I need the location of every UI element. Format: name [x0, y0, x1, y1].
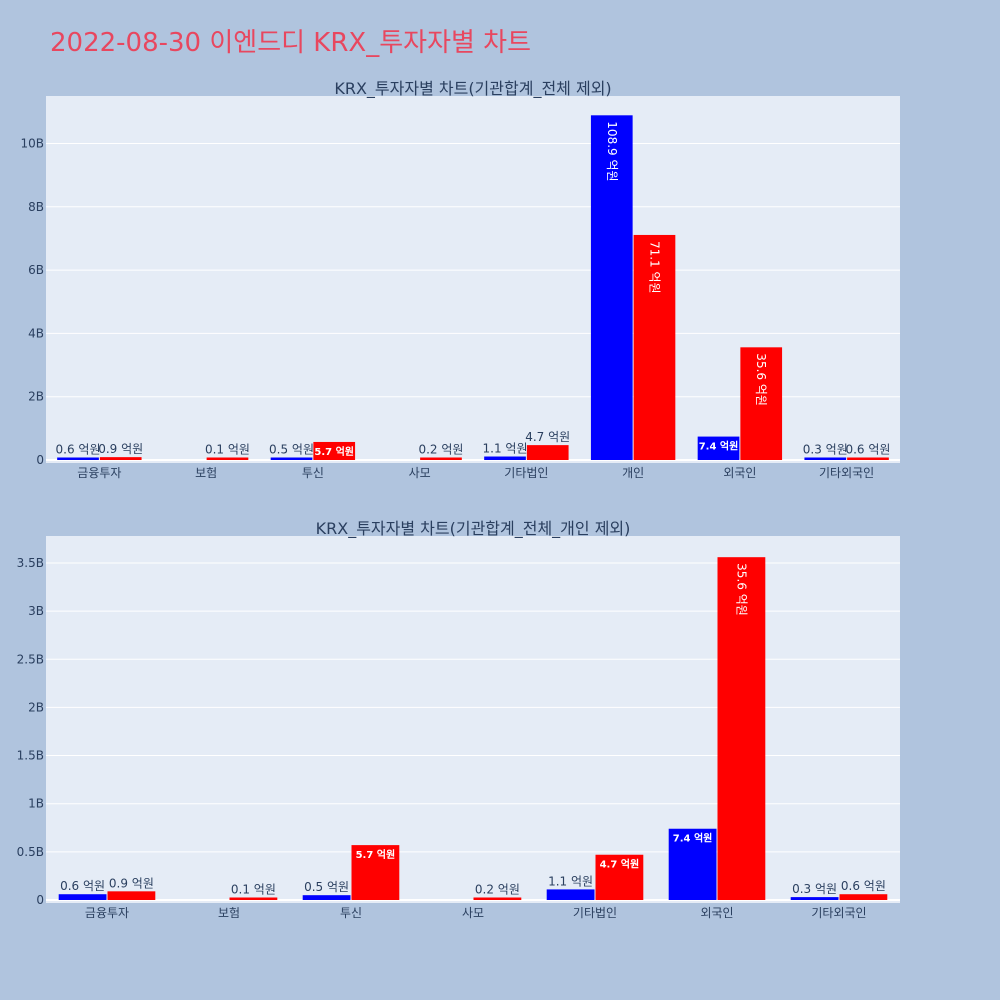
- data-label: 0.6 억원: [845, 443, 890, 457]
- x-tick-label: 기타법인: [573, 906, 617, 920]
- data-label: 0.2 억원: [418, 443, 463, 457]
- chart-1: 0 2B 4B 6B 8B 10B KRX_투자자별 차트(기관합계_전체 제외) 금융투자 0…: [20, 79, 900, 480]
- data-label: 71.1 억원: [647, 241, 661, 294]
- x-tick-label: 보험: [195, 466, 217, 480]
- x-tick-label: 외국인: [700, 906, 733, 920]
- data-label: 0.9 억원: [98, 442, 143, 456]
- bar: [546, 889, 595, 900]
- bar: [839, 894, 888, 900]
- y-tick-label: 1B: [28, 797, 44, 811]
- x-tick-label: 투신: [340, 906, 362, 920]
- data-label: 0.2 억원: [475, 883, 520, 897]
- x-tick-label: 개인: [622, 466, 644, 480]
- bar: [790, 897, 839, 900]
- bar: [302, 895, 351, 900]
- data-label: 5.7 억원: [314, 445, 354, 458]
- bar: [313, 441, 356, 460]
- bar: [484, 456, 526, 460]
- data-label: 7.4 억원: [699, 440, 739, 453]
- bar: [107, 891, 156, 900]
- bar: [526, 445, 569, 460]
- data-label: 108.9 억원: [605, 121, 619, 181]
- x-tick-label: 기타법인: [504, 466, 548, 480]
- x-tick-label: 기타외국인: [819, 466, 874, 480]
- y-tick-label: 2B: [28, 390, 44, 404]
- chart-title: KRX_투자자별 차트(기관합계_전체 제외): [334, 79, 611, 99]
- data-label: 0.5 억원: [304, 880, 349, 894]
- bar: [697, 436, 740, 460]
- x-tick-label: 사모: [462, 906, 484, 920]
- y-tick-label: 2B: [28, 700, 44, 714]
- data-label: 0.6 억원: [841, 879, 886, 893]
- y-tick-label: 6B: [28, 263, 44, 277]
- x-tick-label: 보험: [218, 906, 240, 920]
- bar: [206, 457, 249, 460]
- bar: [847, 457, 889, 460]
- chart-2: 0 0.5B 1B 1.5B 2B 2.5B 3B 3.5B KRX_투자자별 차트(기관합계_…: [17, 519, 900, 920]
- data-label: 7.4 억원: [673, 832, 713, 845]
- x-tick-label: 금융투자: [77, 466, 121, 480]
- bar: [590, 115, 633, 460]
- y-tick-label: 0: [36, 893, 44, 907]
- y-tick-label: 10B: [20, 136, 44, 150]
- data-label: 1.1 억원: [548, 874, 593, 888]
- data-label: 4.7 억원: [600, 858, 640, 871]
- data-label: 0.5 억원: [269, 443, 314, 457]
- data-label: 0.1 억원: [205, 443, 250, 457]
- data-label: 0.6 억원: [60, 879, 105, 893]
- data-label: 35.6 억원: [734, 563, 748, 616]
- bar: [270, 457, 313, 460]
- bar: [804, 457, 847, 460]
- y-tick-label: 1.5B: [17, 749, 44, 763]
- bar: [595, 854, 644, 900]
- bar: [229, 897, 278, 900]
- data-label: 0.9 억원: [109, 876, 154, 890]
- y-tick-label: 4B: [28, 326, 44, 340]
- y-tick-label: 2.5B: [17, 652, 44, 666]
- y-tick-label: 0: [36, 453, 44, 467]
- x-tick-label: 기타외국인: [811, 906, 866, 920]
- bar: [351, 845, 400, 900]
- bar: [740, 347, 783, 460]
- data-label: 4.7 억원: [525, 430, 570, 444]
- x-tick-label: 투신: [302, 466, 324, 480]
- data-label: 35.6 억원: [754, 353, 768, 406]
- data-label: 0.6 억원: [56, 443, 101, 457]
- chart-title: KRX_투자자별 차트(기관합계_전체_개인 제외): [316, 519, 631, 539]
- x-tick-label: 사모: [409, 466, 431, 480]
- bar: [473, 897, 522, 900]
- plot-area: [46, 536, 900, 903]
- data-label: 1.1 억원: [483, 442, 528, 456]
- x-tick-label: 금융투자: [85, 906, 129, 920]
- bar: [420, 457, 462, 460]
- bar: [633, 234, 676, 460]
- page-title: 2022-08-30 이엔드디 KRX_투자자별 차트: [50, 28, 532, 58]
- y-tick-label: 3B: [28, 604, 44, 618]
- bar: [99, 457, 142, 460]
- bar: [58, 894, 107, 900]
- bar: [668, 828, 717, 900]
- x-tick-label: 외국인: [723, 466, 756, 480]
- bar: [717, 557, 766, 900]
- data-label: 5.7 억원: [356, 848, 396, 861]
- bar: [57, 457, 99, 460]
- data-label: 0.3 억원: [792, 882, 837, 896]
- y-tick-label: 0.5B: [17, 845, 44, 859]
- data-label: 0.1 억원: [231, 883, 276, 897]
- data-label: 0.3 억원: [803, 443, 848, 457]
- y-tick-label: 3.5B: [17, 556, 44, 570]
- y-tick-label: 8B: [28, 200, 44, 214]
